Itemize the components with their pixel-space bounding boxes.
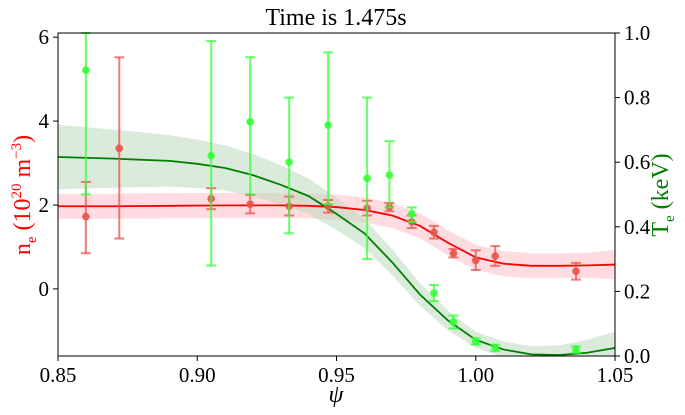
x-tick-label: 1.05 xyxy=(597,363,634,387)
data-marker xyxy=(471,256,480,265)
data-marker xyxy=(572,345,580,354)
y-axis-left-label: ne (1020 m−3) xyxy=(9,135,40,255)
data-marker xyxy=(82,66,90,74)
chart-title: Time is 1.475s xyxy=(265,5,406,31)
data-marker xyxy=(449,249,458,258)
te-point-11 xyxy=(490,343,501,353)
data-marker xyxy=(285,158,293,166)
data-marker xyxy=(491,252,500,260)
fit-lines xyxy=(58,156,615,356)
te-fit-band xyxy=(58,124,615,356)
y-right-tick-label: 0.6 xyxy=(624,150,650,174)
x-axis-label: ψ xyxy=(329,382,345,408)
te-point-2 xyxy=(245,56,256,196)
y-left-tick-label: 6 xyxy=(39,25,50,49)
data-marker xyxy=(572,267,580,276)
data-marker xyxy=(246,118,254,126)
te-fit-line xyxy=(58,156,615,356)
ne-point-13 xyxy=(571,261,582,281)
y-left-tick-label: 0 xyxy=(39,277,50,301)
te-point-12 xyxy=(571,345,582,354)
data-marker xyxy=(449,318,458,326)
ne-fit-line xyxy=(58,204,615,267)
te-point-7 xyxy=(406,206,417,223)
data-marker xyxy=(363,174,371,183)
y-right-tick-label: 0.0 xyxy=(624,344,650,368)
x-axis: 0.85 0.90 0.95 1.00 1.05 xyxy=(40,356,634,387)
data-marker xyxy=(115,144,124,153)
data-marker xyxy=(430,228,438,237)
te-point-1 xyxy=(206,40,217,267)
x-tick-label: 1.00 xyxy=(457,363,494,387)
ne-point-12 xyxy=(490,245,501,267)
te-point-8 xyxy=(428,283,439,303)
data-marker xyxy=(385,171,394,179)
data-marker xyxy=(471,337,480,346)
data-marker xyxy=(82,212,90,221)
data-marker xyxy=(207,151,215,160)
y-right-tick-label: 0.4 xyxy=(624,215,651,239)
data-marker xyxy=(324,121,332,129)
te-point-4 xyxy=(323,51,334,206)
ne-point-11 xyxy=(470,249,481,272)
y-right-tick-label: 1.0 xyxy=(624,21,650,45)
y-right-tick-label: 0.2 xyxy=(624,279,650,303)
y-right-tick-label: 0.8 xyxy=(624,86,650,110)
data-marker xyxy=(246,200,254,208)
data-marker xyxy=(430,289,438,297)
data-marker xyxy=(407,210,416,218)
ne-point-10 xyxy=(448,248,459,259)
data-marker xyxy=(491,344,500,352)
te-point-10 xyxy=(470,337,481,346)
y-left-tick-label: 2 xyxy=(39,193,50,217)
y-axis-left: 0 2 4 6 xyxy=(39,25,58,301)
x-tick-label: 0.85 xyxy=(40,363,77,387)
ne-point-1 xyxy=(114,56,125,240)
te-point-6 xyxy=(384,140,395,209)
te-point-5 xyxy=(362,96,373,261)
y-axis-right: 0.0 0.2 0.4 0.6 0.8 1.0 xyxy=(615,21,651,368)
data-points xyxy=(80,32,582,354)
te-point-3 xyxy=(284,96,295,235)
y-left-tick-label: 4 xyxy=(39,109,50,133)
x-tick-label: 0.95 xyxy=(318,363,355,387)
ne-point-9 xyxy=(428,224,439,240)
te-point-9 xyxy=(448,314,459,330)
x-tick-label: 0.90 xyxy=(179,363,216,387)
y-axis-right-label: Te (keV) xyxy=(648,153,678,236)
